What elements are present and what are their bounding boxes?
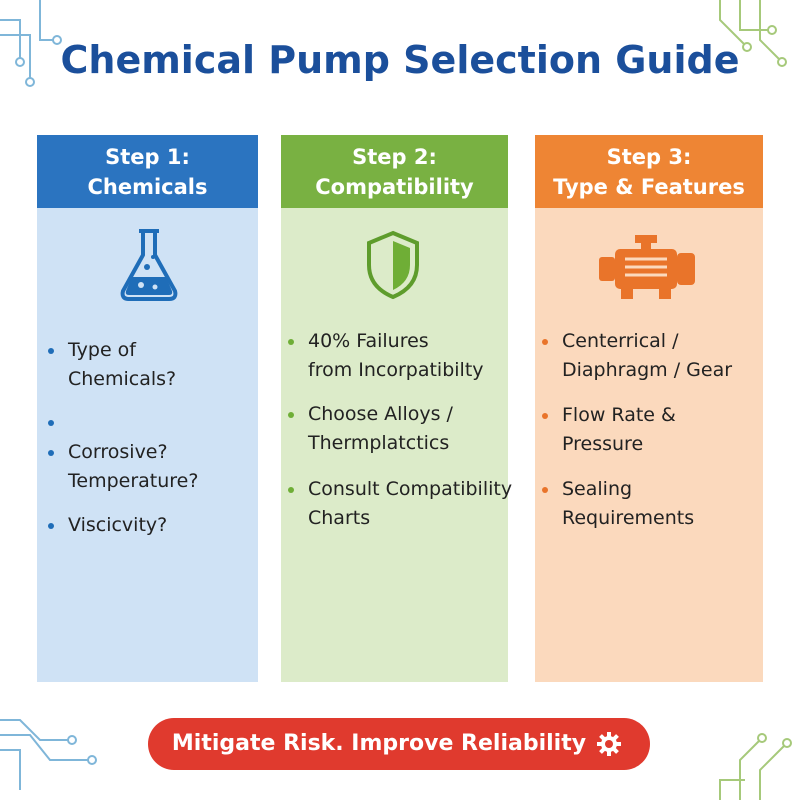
step-column: Step 2: Compatibility 40% Failures from In… [281,135,512,682]
bullet-item: Centerrical / Diaphragm / Gear [542,327,733,385]
bullet-text: Viscicvity? [68,514,168,536]
bullet-dot [288,339,294,345]
step-label: Step 3: [606,145,692,169]
step-column: Step 1: Chemicals Type of Chemicals? Corros… [37,135,258,682]
bullet-item: 40% Failures from Incorpatibilty [288,327,484,385]
step-heading: Compatibility [315,175,474,199]
bullet-text: Pressure [562,433,644,455]
bullet-text: 40% Failures [308,330,429,352]
bullet-text: Thermplatctics [308,432,450,454]
bullet-dot [48,420,54,426]
bullet-dot [48,450,54,456]
bullet-item: Consult Compatibility Charts [288,475,513,533]
bullet-item: Flow Rate & Pressure [542,401,676,459]
bullet-text: Requirements [562,507,695,529]
bullet-dot [542,339,548,345]
banner-text: Mitigate Risk. Improve Reliability [171,731,587,756]
bullet-dot [288,487,294,493]
pump-icon [599,235,695,299]
banner: Mitigate Risk. Improve Reliability [148,718,650,770]
bullet-text: Chemicals? [68,368,177,390]
step-heading: Chemicals [87,175,208,199]
bullet-item: Viscicvity? [48,511,168,540]
bullet-text: Diaphragm / Gear [562,359,733,381]
gear-icon [597,732,621,756]
title: Chemical Pump Selection Guide [60,38,740,82]
bullet-text: Corrosive? [68,441,168,463]
shield-icon [367,230,419,300]
bullet-item: Sealing Requirements [542,475,695,533]
bullet-text: from Incorpatibilty [308,359,484,381]
bullet-item: Type of Chemicals? [48,336,177,394]
bullet-text: Sealing [562,478,633,500]
bullet-text: Consult Compatibility [308,478,513,500]
step-header: Step 1: Chemicals [37,135,258,208]
step-label: Step 2: [352,145,437,169]
bullet-text: Choose Alloys / [308,403,453,425]
bullet-text: Charts [308,507,371,529]
step-label: Step 1: [105,145,190,169]
bullet-text: Type of [68,339,136,361]
bullet-item: Corrosive? Temperature? [48,438,199,496]
bullet-text: Flow Rate & [562,404,676,426]
bullet-dot [48,523,54,529]
bullet-dot [288,412,294,418]
bullet-text: Centerrical / [562,330,679,352]
step-header: Step 3: Type & Features [535,135,763,208]
flask-icon [120,229,178,301]
bullet-text: Temperature? [68,470,199,492]
bullet-dot [542,487,548,493]
step-header: Step 2: Compatibility [281,135,508,208]
bullet-dot [542,413,548,419]
bullet-item: Choose Alloys / Thermplatctics [288,400,453,458]
step-column: Step 3: Type & Features Centerrical / Diap… [535,135,763,682]
step-heading: Type & Features [553,175,745,199]
bullet-dot [48,348,54,354]
